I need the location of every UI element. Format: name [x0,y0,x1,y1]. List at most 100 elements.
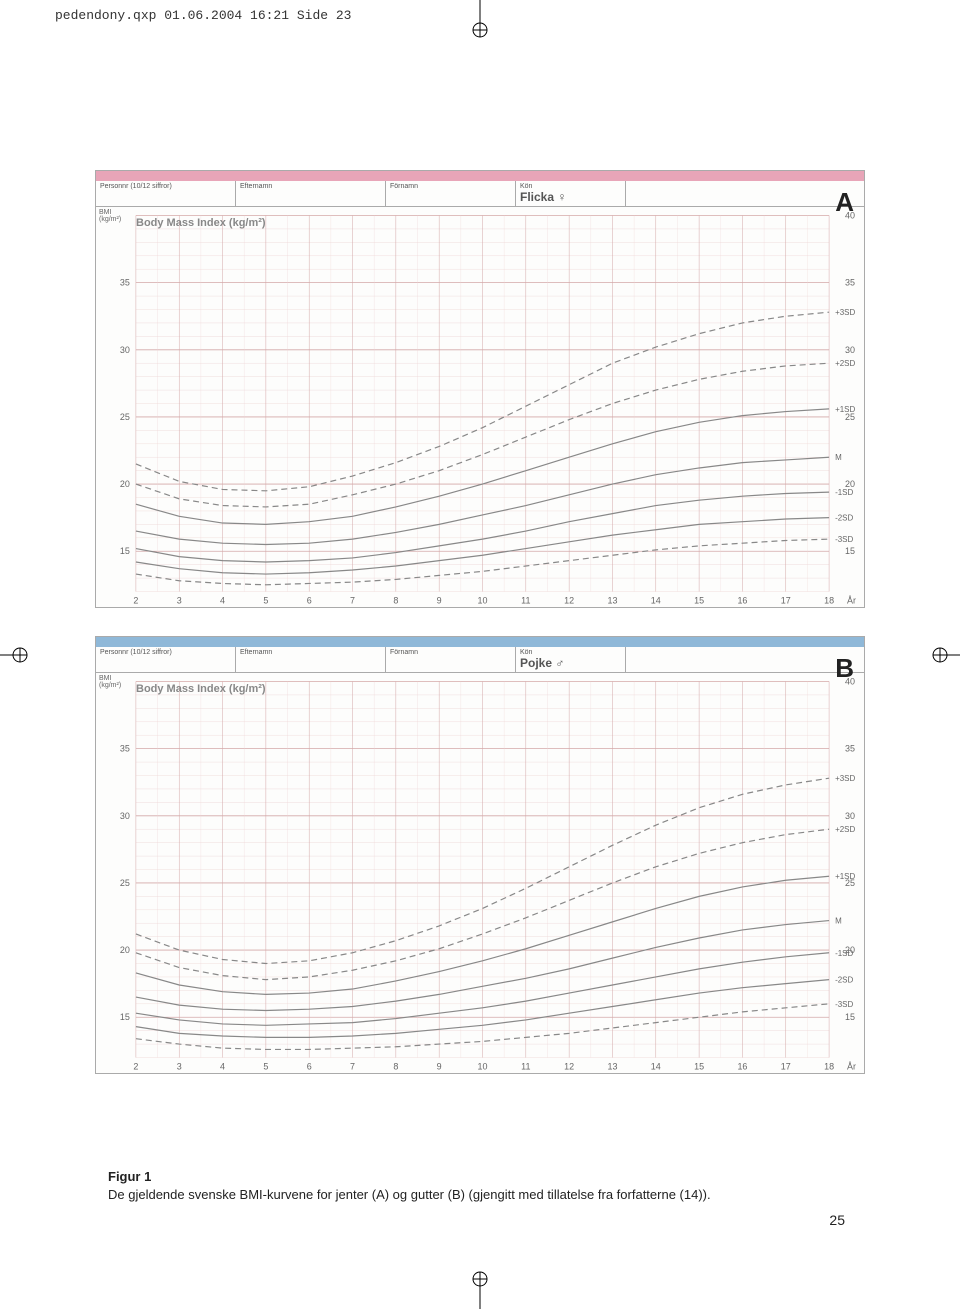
svg-text:35: 35 [120,278,130,288]
svg-text:8: 8 [393,595,398,605]
svg-text:11: 11 [521,1061,530,1071]
svg-text:15: 15 [845,1012,855,1022]
svg-text:30: 30 [120,345,130,355]
svg-text:M: M [835,917,842,926]
svg-text:12: 12 [564,595,574,605]
svg-text:-2SD: -2SD [835,514,853,523]
svg-text:12: 12 [564,1061,574,1071]
svg-text:18: 18 [824,595,834,605]
id-field-personnr: Personnr (10/12 siffror) [96,647,236,672]
id-field-kon: Kön Pojke ♂ [516,647,626,672]
svg-text:+3SD: +3SD [835,308,855,317]
svg-text:3: 3 [177,595,182,605]
svg-text:20: 20 [120,479,130,489]
svg-text:7: 7 [350,1061,355,1071]
svg-text:35: 35 [845,744,855,754]
id-field-kon-label: Kön [520,183,532,190]
svg-text:9: 9 [437,1061,442,1071]
svg-text:17: 17 [781,1061,791,1071]
svg-text:17: 17 [781,595,791,605]
svg-text:5: 5 [263,1061,268,1071]
svg-text:8: 8 [393,1061,398,1071]
registration-mark-left [0,645,30,665]
chart-b-plot: BMI(kg/m²) Body Mass Index (kg/m²) +3SD+… [96,673,864,1073]
id-field-kon-label: Kön [520,649,532,656]
header-crop-info: pedendony.qxp 01.06.2004 16:21 Side 23 [55,8,351,23]
chart-title-b: Body Mass Index (kg/m²) [136,683,266,695]
svg-text:40: 40 [845,676,855,686]
svg-text:3: 3 [177,1061,182,1071]
svg-text:25: 25 [120,412,130,422]
svg-text:+2SD: +2SD [835,359,855,368]
svg-text:M: M [835,453,842,462]
gender-label-b: Pojke ♂ [520,656,564,670]
y-axis-label-b: BMI(kg/m²) [99,675,121,689]
svg-text:20: 20 [845,945,855,955]
registration-mark-right [930,645,960,665]
svg-text:30: 30 [845,345,855,355]
chart-b-letter-cell: B [626,647,864,672]
svg-text:11: 11 [521,595,530,605]
chart-b-stripe [96,637,864,647]
svg-text:4: 4 [220,595,225,605]
svg-text:-2SD: -2SD [835,976,853,985]
svg-text:15: 15 [694,595,704,605]
chart-a-id-row: Personnr (10/12 siffror) Efternamn Förna… [96,181,864,207]
registration-mark-top [470,0,490,40]
svg-text:35: 35 [120,744,130,754]
svg-text:9: 9 [437,595,442,605]
svg-text:18: 18 [824,1061,834,1071]
svg-text:+2SD: +2SD [835,825,855,834]
id-field-kon: Kön Flicka ♀ [516,181,626,206]
svg-text:14: 14 [651,1061,661,1071]
chart-b-id-row: Personnr (10/12 siffror) Efternamn Förna… [96,647,864,673]
chart-a-svg: +3SD+2SD+1SDM-1SD-2SD-3SD234567891011121… [96,207,864,607]
svg-text:30: 30 [845,811,855,821]
svg-text:10: 10 [478,1061,488,1071]
svg-text:5: 5 [263,595,268,605]
svg-text:15: 15 [120,1012,130,1022]
svg-text:År: År [847,595,856,605]
svg-text:-3SD: -3SD [835,1000,853,1009]
svg-text:25: 25 [845,412,855,422]
id-field-fornamn: Förnamn [386,181,516,206]
svg-text:+3SD: +3SD [835,774,855,783]
svg-text:14: 14 [651,595,661,605]
charts-container: Personnr (10/12 siffror) Efternamn Förna… [95,170,865,1102]
svg-text:20: 20 [120,945,130,955]
bmi-chart-b: Personnr (10/12 siffror) Efternamn Förna… [95,636,865,1074]
svg-text:16: 16 [737,1061,747,1071]
svg-text:6: 6 [307,595,312,605]
svg-text:15: 15 [694,1061,704,1071]
svg-text:-1SD: -1SD [835,488,853,497]
chart-a-stripe [96,171,864,181]
svg-text:7: 7 [350,595,355,605]
id-field-efternamn: Efternamn [236,181,386,206]
chart-title-a: Body Mass Index (kg/m²) [136,217,266,229]
svg-text:4: 4 [220,1061,225,1071]
figure-label: Figur 1 [108,1169,151,1184]
id-field-fornamn: Förnamn [386,647,516,672]
id-field-personnr: Personnr (10/12 siffror) [96,181,236,206]
gender-label-a: Flicka ♀ [520,190,566,204]
svg-text:40: 40 [845,210,855,220]
chart-b-svg: +3SD+2SD+1SDM-1SD-2SD-3SD234567891011121… [96,673,864,1073]
y-axis-label-a: BMI(kg/m²) [99,209,121,223]
svg-text:13: 13 [607,1061,617,1071]
chart-a-plot: BMI(kg/m²) Body Mass Index (kg/m²) +3SD +… [96,207,864,607]
svg-text:År: År [847,1061,856,1071]
svg-text:35: 35 [845,278,855,288]
svg-text:25: 25 [845,878,855,888]
svg-text:13: 13 [607,595,617,605]
page-number: 25 [829,1212,845,1228]
figure-text: De gjeldende svenske BMI-kurvene for jen… [108,1187,711,1202]
chart-a-letter-cell: A [626,181,864,206]
id-field-efternamn: Efternamn [236,647,386,672]
svg-text:6: 6 [307,1061,312,1071]
svg-text:15: 15 [120,546,130,556]
svg-text:25: 25 [120,878,130,888]
bmi-chart-a: Personnr (10/12 siffror) Efternamn Förna… [95,170,865,608]
svg-text:30: 30 [120,811,130,821]
svg-text:15: 15 [845,546,855,556]
svg-text:10: 10 [478,595,488,605]
